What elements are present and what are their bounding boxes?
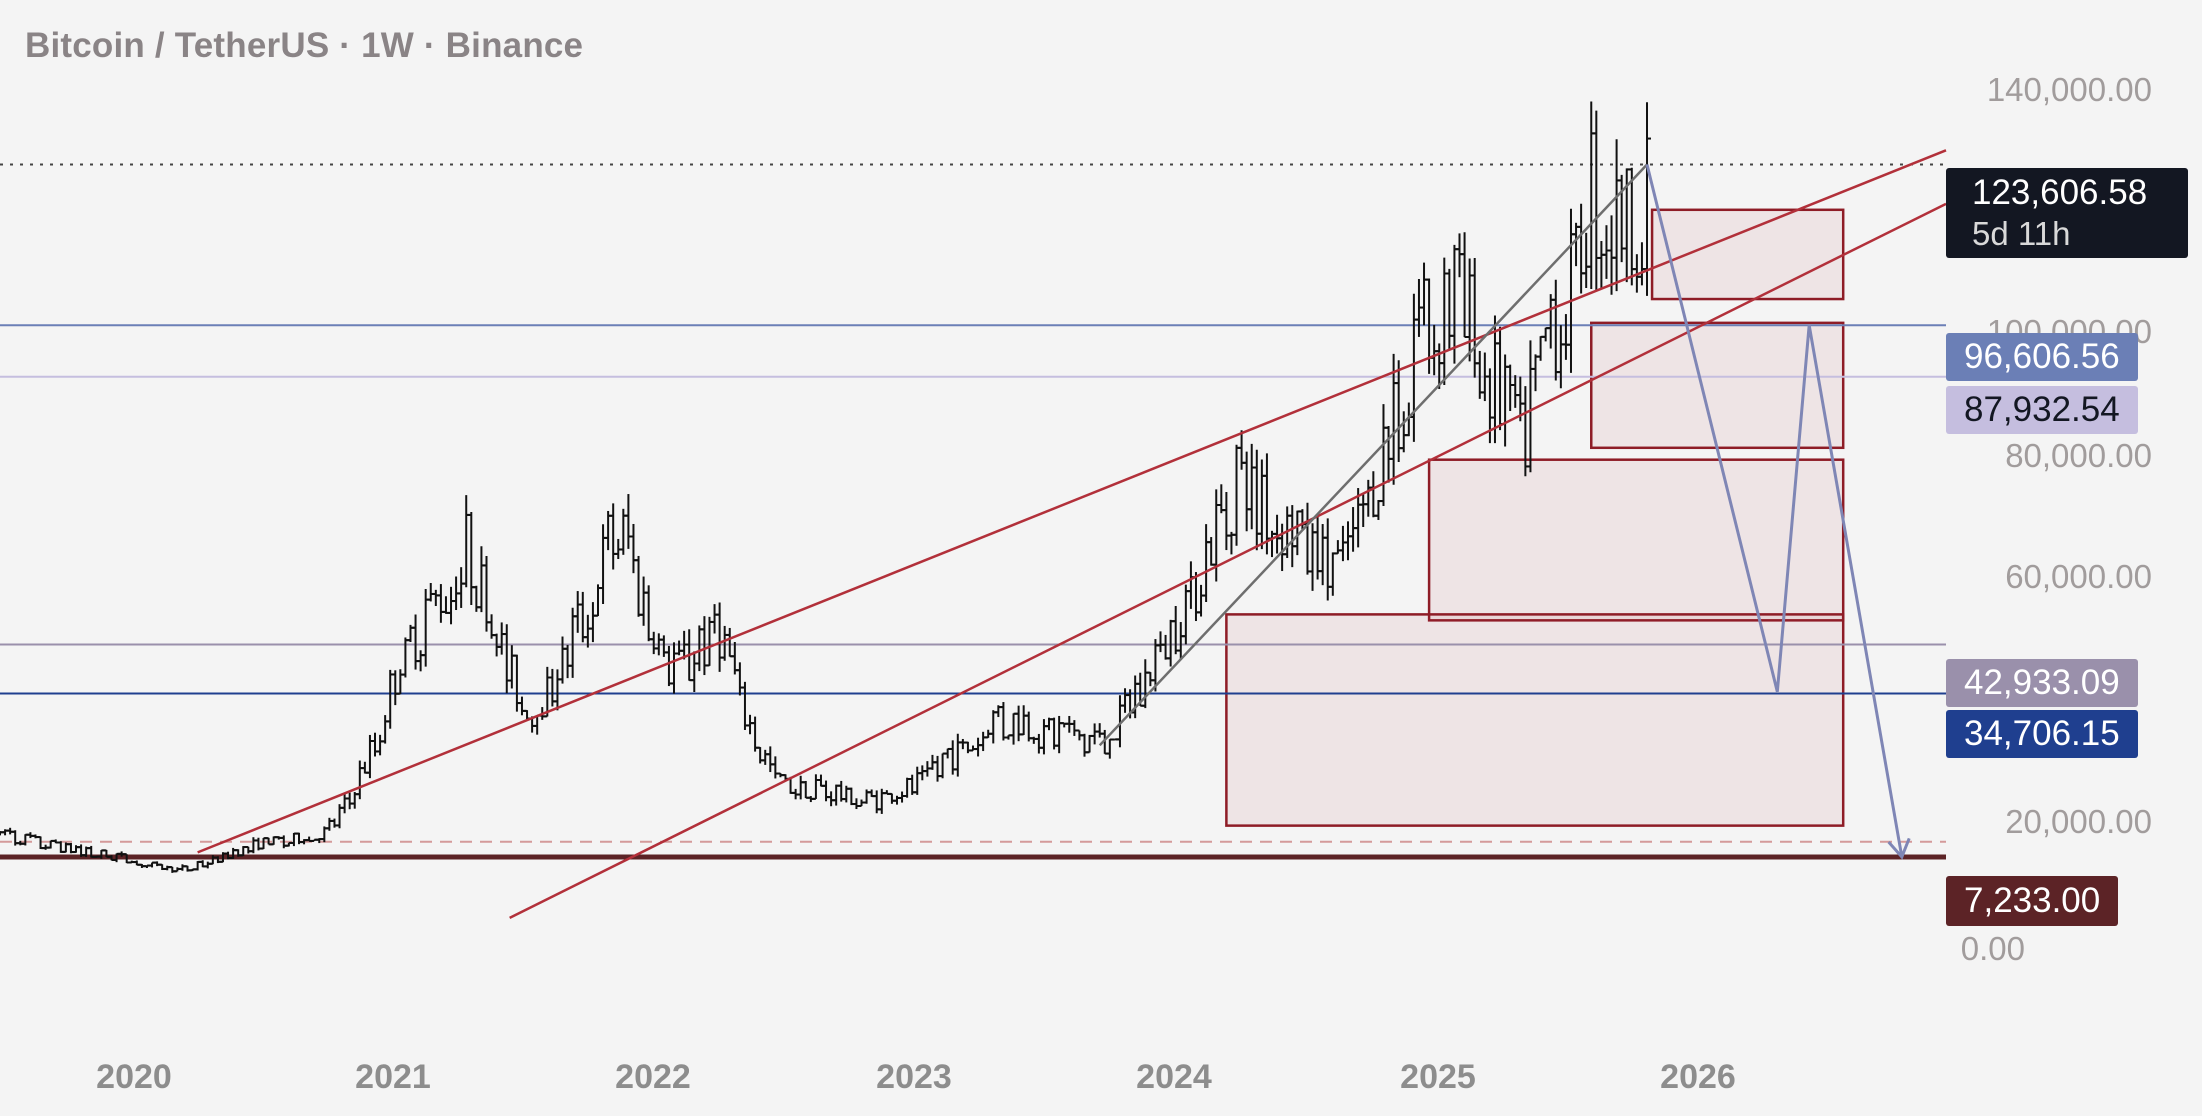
price-badge-42933: 42,933.09	[1946, 659, 2138, 707]
x-tick-2025: 2025	[1400, 1058, 1476, 1096]
x-tick-2026: 2026	[1660, 1058, 1736, 1096]
price-badge-87932: 87,932.54	[1946, 386, 2138, 434]
trendline-0	[197, 149, 1947, 854]
price-badge-34706: 34,706.15	[1946, 710, 2138, 758]
trendline-1	[509, 202, 1947, 919]
y-tick-60000: 60,000.00	[2005, 558, 2152, 595]
trendline-2	[1098, 163, 1648, 747]
zone-box-3	[1225, 613, 1845, 827]
last-price-value: 123,606.58	[1972, 173, 2148, 212]
zone-box-2	[1427, 458, 1845, 622]
price-badge-7233: 7,233.00	[1946, 876, 2119, 926]
x-tick-2021: 2021	[355, 1058, 431, 1096]
price-badge-96606: 96,606.56	[1946, 333, 2138, 381]
chart-title: Bitcoin / TetherUS · 1W · Binance	[25, 26, 584, 65]
y-tick-0: 0.00	[1960, 930, 2025, 967]
bar-close-countdown: 5d 11h	[1972, 215, 2071, 252]
x-tick-2022: 2022	[615, 1058, 691, 1096]
x-tick-2023: 2023	[876, 1058, 952, 1096]
y-tick-20000: 20,000.00	[2005, 803, 2152, 840]
y-tick-80000: 80,000.00	[2005, 437, 2152, 474]
x-tick-2024: 2024	[1136, 1058, 1212, 1096]
x-tick-2020: 2020	[96, 1058, 172, 1096]
zone-box-0	[1650, 208, 1845, 301]
projection-arrowhead	[1887, 837, 1911, 860]
last-price-badge: 123,606.58 5d 11h	[1946, 168, 2188, 258]
projection-path	[1645, 164, 1904, 858]
y-tick-140000: 140,000.00	[1986, 71, 2152, 108]
